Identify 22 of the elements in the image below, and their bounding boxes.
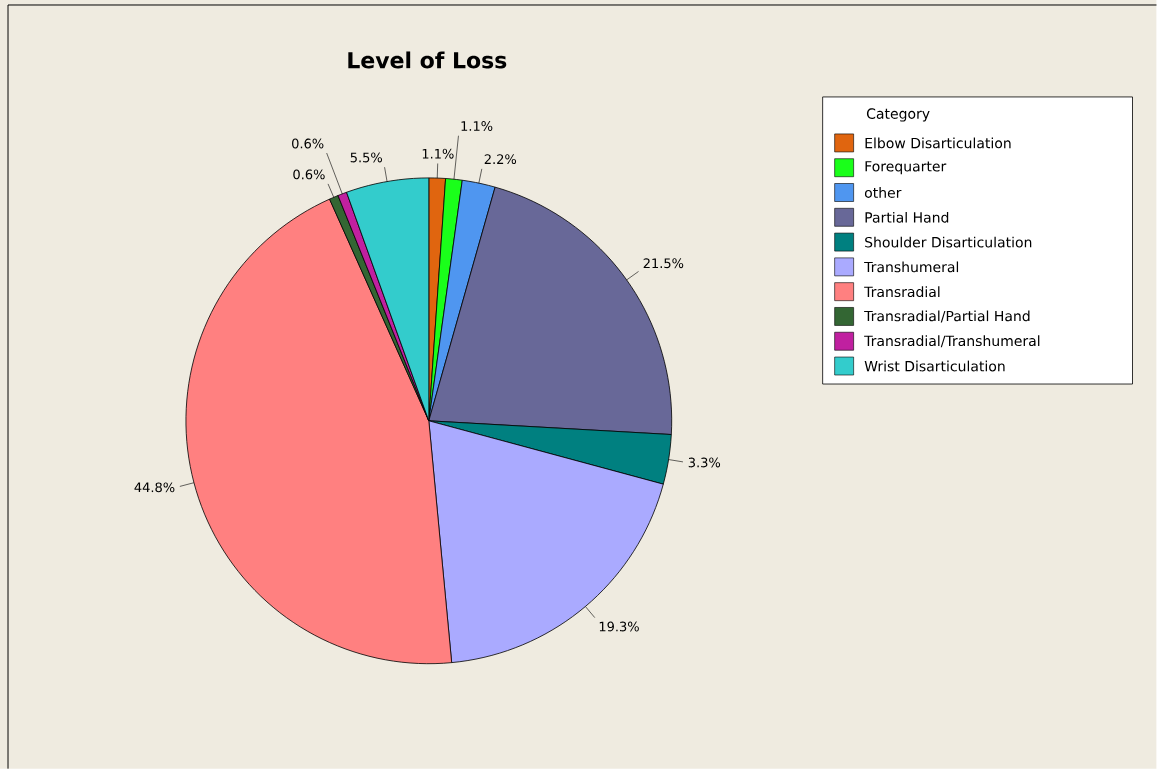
data-label: 5.5% xyxy=(350,152,383,163)
legend-title: Category xyxy=(866,108,930,122)
legend-label: other xyxy=(864,187,902,198)
legend-label: Partial Hand xyxy=(865,211,949,223)
data-label: 2.2% xyxy=(484,154,517,165)
data-label: 0.6% xyxy=(293,169,325,180)
data-label: 1.1% xyxy=(422,148,454,159)
legend-label: Transhumeral xyxy=(864,261,959,273)
legend-label: Forequarter xyxy=(865,161,947,175)
legend-label: Transradial/Transhumeral xyxy=(864,335,1040,348)
legend-label: Shoulder Disarticulation xyxy=(865,236,1032,248)
legend-label: Elbow Disarticulation xyxy=(865,137,1011,149)
chart-title: Level of Loss xyxy=(348,51,507,69)
data-label: 44.8% xyxy=(134,482,175,493)
data-label: 19.3% xyxy=(599,621,639,632)
legend-label: Transradial xyxy=(864,286,940,298)
legend-label: Transradial/Partial Hand xyxy=(864,310,1030,323)
data-label: 0.6% xyxy=(292,138,324,149)
legend-label: Wrist Disarticulation xyxy=(864,360,1005,372)
data-label: 3.3% xyxy=(688,457,721,468)
data-label: 21.5% xyxy=(643,258,684,269)
data-label: 1.1% xyxy=(461,121,493,131)
